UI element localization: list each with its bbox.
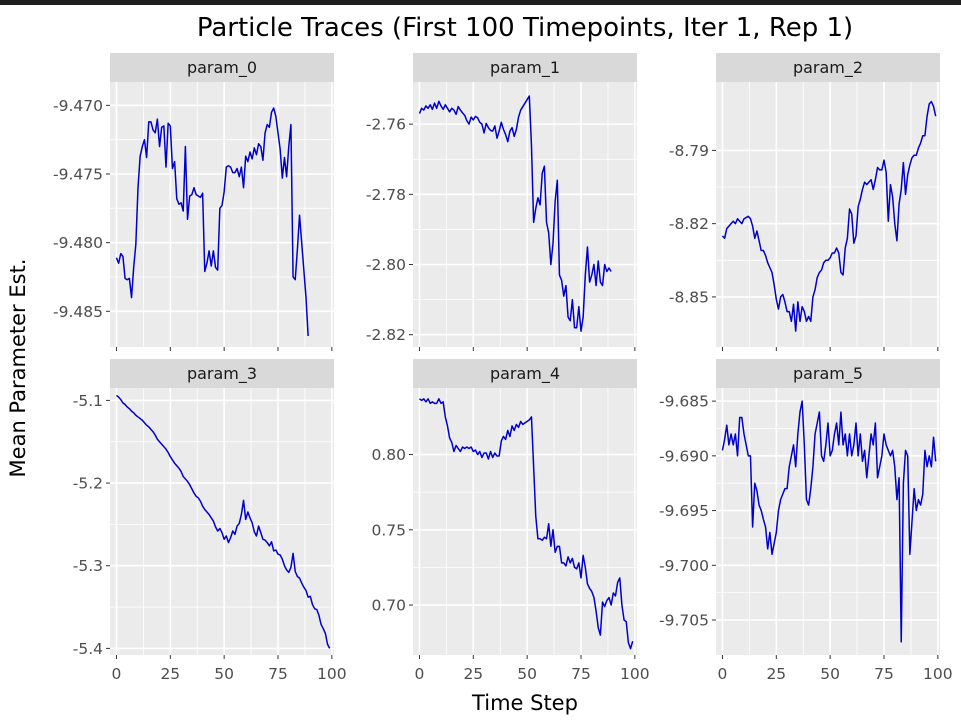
y-tick-label: -2.82 (366, 326, 406, 344)
strip-label: param_0 (187, 58, 257, 78)
y-tick-label: -5.4 (73, 640, 103, 658)
strip-background (716, 53, 940, 82)
x-tick-label: 75 (571, 665, 591, 683)
y-tick-label: -9.685 (659, 393, 709, 411)
strip-label: param_3 (187, 364, 257, 384)
y-tick-label: -2.80 (366, 256, 406, 274)
strip-background (413, 359, 637, 388)
strip-background (413, 53, 637, 82)
x-tick-label: 0 (415, 665, 425, 683)
series-line-param_3 (116, 394, 331, 649)
x-tick-label: 100 (923, 665, 953, 683)
y-tick-label: 0.80 (371, 446, 406, 464)
y-tick-label: -5.3 (73, 557, 103, 575)
x-tick-label: 50 (517, 665, 537, 683)
panel-background (413, 82, 637, 347)
y-tick-label: -5.1 (73, 392, 103, 410)
x-tick-label: 0 (718, 665, 728, 683)
panel-background (716, 82, 940, 347)
y-tick-label: -9.705 (659, 611, 709, 629)
y-tick-label: -8.85 (669, 288, 709, 306)
x-tick-label: 100 (317, 665, 347, 683)
series-line-param_1 (418, 95, 612, 332)
y-tick-label: -9.470 (53, 97, 103, 115)
panel-param_4: param_4 0.80 0.75 0.70 0 25 50 75 100 (371, 359, 650, 683)
y-tick-label: -9.695 (659, 502, 709, 520)
panel-param_1: param_1 -2.76 -2.78 -2.80 -2.82 (366, 53, 637, 351)
y-tick-label: -2.78 (366, 186, 406, 204)
y-tick-label: -8.82 (669, 215, 709, 233)
y-axis-title: Mean Parameter Est. (6, 259, 30, 478)
strip-label: param_5 (793, 364, 863, 384)
strip-background (110, 359, 334, 388)
x-tick-label: 25 (160, 665, 180, 683)
series-line-param_4 (419, 398, 634, 650)
series-line-param_5 (721, 400, 937, 643)
panel-param_2: param_2 -8.79 -8.82 -8.85 (669, 53, 940, 351)
panel-background (110, 388, 334, 655)
x-tick-label: 50 (820, 665, 840, 683)
x-tick-label: 75 (874, 665, 894, 683)
y-tick-label: -9.485 (53, 303, 103, 321)
panel-param_3: param_3 -5.1 -5.2 -5.3 -5.4 0 25 50 75 100 (73, 359, 347, 683)
strip-label: param_4 (490, 364, 560, 384)
strip-label: param_1 (490, 58, 560, 78)
facet-panels: param_0 -9.470 -9.475 -9.480 -9.485 param_1 -2… (53, 53, 953, 683)
x-tick-label: 0 (112, 665, 122, 683)
x-tick-label: 75 (268, 665, 288, 683)
top-edge-bar (0, 0, 961, 5)
panel-param_0: param_0 -9.470 -9.475 -9.480 -9.485 (53, 53, 334, 351)
strip-background (110, 53, 334, 82)
x-tick-label: 25 (463, 665, 483, 683)
x-tick-label: 25 (766, 665, 786, 683)
y-tick-label: -9.700 (659, 557, 709, 575)
series-line-param_2 (721, 100, 937, 332)
y-tick-label: -8.79 (669, 142, 709, 160)
y-tick-label: -9.690 (659, 447, 709, 465)
y-tick-label: 0.75 (371, 521, 406, 539)
y-tick-label: -5.2 (73, 475, 103, 493)
y-tick-label: -9.475 (53, 165, 103, 183)
y-tick-label: -9.480 (53, 234, 103, 252)
x-tick-label: 50 (214, 665, 234, 683)
chart-title: Particle Traces (First 100 Timepoints, I… (197, 13, 853, 43)
series-line-param_0 (115, 107, 309, 337)
y-tick-label: 0.70 (371, 597, 406, 615)
panel-param_5: param_5 -9.685 -9.690 -9.695 -9.700 -9.705 0 25… (659, 359, 953, 683)
panel-background (110, 82, 334, 347)
panel-background (413, 388, 637, 655)
strip-label: param_2 (793, 58, 863, 78)
x-axis-title: Time Step (471, 691, 578, 715)
y-tick-label: -2.76 (366, 116, 406, 134)
x-tick-label: 100 (620, 665, 650, 683)
strip-background (716, 359, 940, 388)
